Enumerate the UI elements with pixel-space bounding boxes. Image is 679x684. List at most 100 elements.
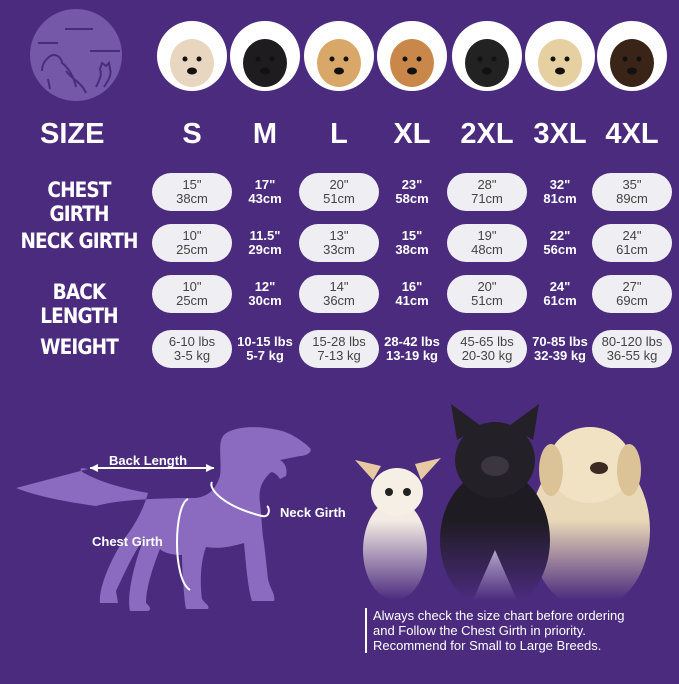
cell-line: 20" — [477, 279, 497, 294]
size-header-3xl: 3XL — [533, 118, 587, 150]
size-header-m: M — [252, 118, 278, 150]
cell-line: 61cm — [616, 242, 648, 257]
cell-line: 32" — [549, 177, 571, 192]
cell-line: 25cm — [176, 293, 208, 308]
dogs-photo-icon — [345, 400, 665, 610]
cell-line: 80-120 lbs — [601, 334, 663, 349]
cell-line: 36-55 kg — [606, 348, 658, 363]
size-cell: 22" 56cm — [520, 224, 600, 262]
cell-line: 38cm — [395, 242, 429, 257]
size-cell: 10" 25cm — [152, 275, 232, 313]
size-cell: 45-65 lbs 20-30 kg — [447, 330, 527, 368]
cell-line: 25cm — [176, 242, 208, 257]
cell-line: 43cm — [248, 191, 282, 206]
cell-line: 45-65 lbs — [460, 334, 514, 349]
size-cell: 12" 30cm — [225, 275, 305, 313]
cell-line: 56cm — [543, 242, 577, 257]
cell-line: 22" — [549, 228, 571, 243]
cell-line: 28" — [477, 177, 497, 192]
cell-line: 13-19 kg — [385, 348, 439, 363]
size-header-xl: XL — [393, 118, 431, 150]
back-length-label: Back Length — [109, 453, 188, 468]
cocker-spaniel-photo — [304, 21, 374, 91]
cell-line: 32-39 kg — [533, 348, 587, 363]
cell-line: 58cm — [395, 191, 429, 206]
dog-silhouette-icon — [16, 427, 311, 611]
size-cell: 15-28 lbs 7-13 kg — [299, 330, 379, 368]
dogs-group-photo — [345, 400, 665, 610]
cell-line: 6-10 lbs — [168, 334, 216, 349]
size-cell: 14" 36cm — [299, 275, 379, 313]
cell-line: 24" — [549, 279, 571, 294]
cell-line: 89cm — [616, 191, 648, 206]
size-cell: 15" 38cm — [372, 224, 452, 262]
size-cell: 17" 43cm — [225, 173, 305, 211]
cell-line: 11.5" — [249, 228, 281, 243]
size-advice-note: Always check the size chart before order… — [365, 608, 624, 653]
cell-line: 27" — [622, 279, 642, 294]
cell-line: 24" — [622, 228, 642, 243]
size-cell: 11.5" 29cm — [225, 224, 305, 262]
cell-line: 20" — [329, 177, 349, 192]
cell-line: 29cm — [248, 242, 282, 257]
cell-line: 5-7 kg — [246, 348, 284, 363]
cell-line: 12" — [254, 279, 276, 294]
size-cell: 28" 71cm — [447, 173, 527, 211]
cell-line: 16" — [401, 279, 423, 294]
measurement-diagram: Back Length Neck Girth Chest Girth — [0, 420, 400, 679]
beagle-photo — [377, 21, 447, 91]
cell-line: 33cm — [323, 242, 355, 257]
cell-line: 10-15 lbs — [237, 334, 293, 349]
row-label: NECK GIRTH — [20, 229, 138, 253]
size-cell: 28-42 lbs 13-19 kg — [372, 330, 452, 368]
size-header-2xl: 2XL — [460, 118, 514, 150]
cell-line: 17" — [254, 177, 276, 192]
cell-line: 13" — [329, 228, 349, 243]
size-cell: 27" 69cm — [592, 275, 672, 313]
doberman-photo — [597, 21, 667, 91]
cell-line: 7-13 kg — [317, 348, 361, 363]
size-cell: 13" 33cm — [299, 224, 379, 262]
cell-line: 15" — [401, 228, 423, 243]
cell-line: 28-42 lbs — [384, 334, 440, 349]
size-cell: 20" 51cm — [447, 275, 527, 313]
size-cell: 20" 51cm — [299, 173, 379, 211]
cell-line: 36cm — [323, 293, 355, 308]
cell-line: 51cm — [323, 191, 355, 206]
size-cell: 16" 41cm — [372, 275, 452, 313]
labrador-photo — [525, 21, 595, 91]
note-line: Recommend for Small to Large Breeds. — [373, 638, 602, 653]
size-cell: 80-120 lbs 36-55 kg — [592, 330, 672, 368]
size-cell: 70-85 lbs 32-39 kg — [520, 330, 600, 368]
size-cell: 19" 48cm — [447, 224, 527, 262]
border-collie-photo — [452, 21, 522, 91]
size-cell: 23" 58cm — [372, 173, 452, 211]
cell-line: 23" — [401, 177, 423, 192]
cell-line: 10" — [182, 228, 202, 243]
cell-line: 51cm — [471, 293, 503, 308]
cell-line: 38cm — [176, 191, 208, 206]
boston-terrier-photo — [230, 21, 300, 91]
cell-line: 30cm — [248, 293, 282, 308]
cell-line: 81cm — [543, 191, 577, 206]
size-header-l: L — [330, 118, 348, 150]
cell-line: 71cm — [471, 191, 503, 206]
cell-line: 3-5 kg — [173, 348, 211, 363]
cell-line: 15" — [182, 177, 202, 192]
size-header-s: S — [182, 118, 202, 150]
row-label: WEIGHT — [40, 335, 119, 359]
cell-line: 35" — [622, 177, 642, 192]
cell-line: 19" — [477, 228, 497, 243]
cell-line: 48cm — [471, 242, 503, 257]
cell-line: 15-28 lbs — [312, 334, 366, 349]
cell-line: 61cm — [543, 293, 577, 308]
cell-line: 41cm — [395, 293, 429, 308]
cell-line: 14" — [329, 279, 349, 294]
size-cell: 10" 25cm — [152, 224, 232, 262]
size-header: SIZE — [40, 118, 105, 150]
size-cell: 6-10 lbs 3-5 kg — [152, 330, 232, 368]
size-cell: 35" 89cm — [592, 173, 672, 211]
size-cell: 24" 61cm — [520, 275, 600, 313]
cell-line: 10" — [182, 279, 202, 294]
size-cell: 15" 38cm — [152, 173, 232, 211]
